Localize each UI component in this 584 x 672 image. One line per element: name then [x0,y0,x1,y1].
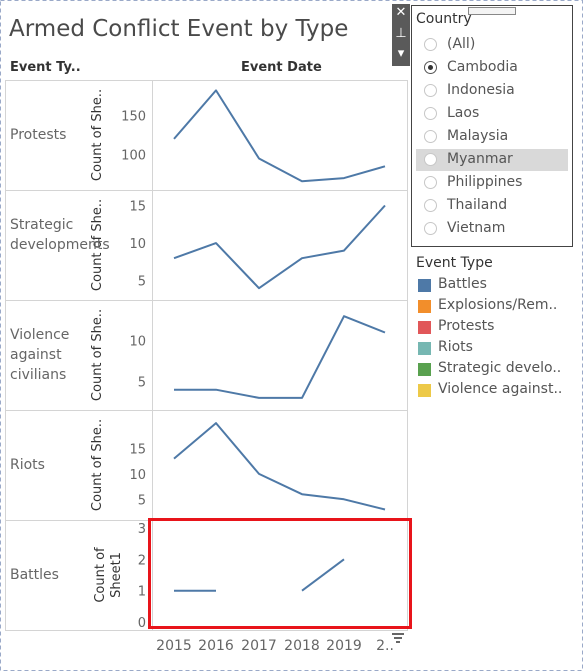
columns-field-header[interactable]: Event Date [241,60,322,75]
selection-highlight-box [148,518,412,629]
y-tick-label: 10 [129,468,146,483]
y-tick-label: 15 [129,442,146,457]
y-tick-label: 15 [129,200,146,215]
country-option-laos[interactable]: Laos [416,103,568,125]
close-icon[interactable]: ✕ [395,5,407,20]
x-tick-label: 2016 [198,638,234,654]
legend-label: Explosions/Rem.. [438,297,558,313]
radio-button-icon[interactable] [424,61,437,74]
sort-icon[interactable] [392,632,404,644]
dashboard-title: Armed Conflict Event by Type [9,16,349,42]
country-option-vietnam[interactable]: Vietnam [416,218,568,240]
country-option-label: Philippines [447,174,523,190]
row-label-strategic-developments[interactable]: Strategic developments [10,217,110,253]
series-line [173,204,386,290]
row-label-violence-against-civilians[interactable]: Violence against civilians [10,327,70,383]
y-tick-label: 0 [138,616,146,631]
country-filter-title: Country [416,11,472,27]
series-line [301,558,345,592]
x-tick-label: 2019 [326,638,362,654]
country-option-label: Cambodia [447,59,518,75]
country-option-label: Thailand [447,197,508,213]
legend-color-swatch [418,384,431,397]
country-option-label: Vietnam [447,220,506,236]
pin-icon[interactable]: ⊥ [395,26,407,41]
y-tick-label: 5 [138,493,146,508]
y-tick-label: 1 [138,585,146,600]
radio-button-icon[interactable] [424,199,437,212]
x-tick-label: 2.. [376,638,394,654]
series-line [174,315,386,399]
radio-button-icon[interactable] [424,38,437,51]
radio-button-icon[interactable] [424,153,437,166]
legend-color-swatch [418,300,431,313]
y-tick-label: 10 [129,335,146,350]
country-filter: Country (All) Cambodia Indonesia Laos Malays… [411,5,573,247]
column-header-row: Event Ty.. Event Date [6,60,408,80]
x-tick-label: 2017 [241,638,277,654]
legend-color-swatch [418,321,431,334]
drag-handle[interactable] [468,7,516,15]
legend-title: Event Type [416,255,493,271]
country-option-thailand[interactable]: Thailand [416,195,568,217]
y-tick-label: 150 [121,109,146,124]
legend-label: Violence against.. [438,381,563,397]
legend-color-swatch [418,279,431,292]
y-axis-title: Count of She.. [90,309,105,401]
radio-button-icon[interactable] [424,222,437,235]
y-axis-title: Count of She.. [90,199,105,291]
legend-label: Strategic develo.. [438,360,562,376]
legend-label: Riots [438,339,473,355]
row-label-riots[interactable]: Riots [10,457,45,473]
country-option-label: (All) [447,36,476,52]
dropdown-menu-icon[interactable]: ▾ [397,46,405,61]
country-option-cambodia[interactable]: Cambodia [416,57,568,79]
y-axis-title: Count of She.. [90,89,105,181]
legend-color-swatch [418,342,431,355]
y-tick-label: 100 [121,149,146,164]
country-option-all[interactable]: (All) [416,34,568,56]
legend-color-swatch [418,363,431,376]
country-option-malaysia[interactable]: Malaysia [416,126,568,148]
rows-field-header[interactable]: Event Ty.. [10,60,81,75]
radio-button-icon[interactable] [424,130,437,143]
country-option-indonesia[interactable]: Indonesia [416,80,568,102]
y-tick-label: 5 [138,275,146,290]
radio-button-icon[interactable] [424,84,437,97]
chart-frame [5,80,408,631]
series-line [173,89,386,183]
y-tick-label: 2 [138,553,146,568]
y-tick-label: 3 [138,522,146,537]
y-tick-label: 10 [129,237,146,252]
row-label-protests[interactable]: Protests [10,127,67,143]
worksheet-toolbar: ✕ ⊥ ▾ [392,4,410,66]
radio-button-icon[interactable] [424,107,437,120]
x-tick-label: 2015 [156,638,192,654]
country-option-label: Myanmar [447,151,513,167]
radio-button-icon[interactable] [424,176,437,189]
series-line [173,422,386,511]
country-option-myanmar[interactable]: Myanmar [416,149,568,171]
x-tick-label: 2018 [284,638,320,654]
y-axis-title: Count ofSheet1 [93,547,124,603]
country-option-label: Laos [447,105,480,121]
country-option-label: Malaysia [447,128,509,144]
y-axis-title: Count of She.. [90,419,105,511]
row-label-battles[interactable]: Battles [10,567,59,583]
country-option-label: Indonesia [447,82,515,98]
legend-label: Protests [438,318,495,334]
y-tick-label: 5 [138,376,146,391]
country-option-philippines[interactable]: Philippines [416,172,568,194]
legend-label: Battles [438,276,487,292]
